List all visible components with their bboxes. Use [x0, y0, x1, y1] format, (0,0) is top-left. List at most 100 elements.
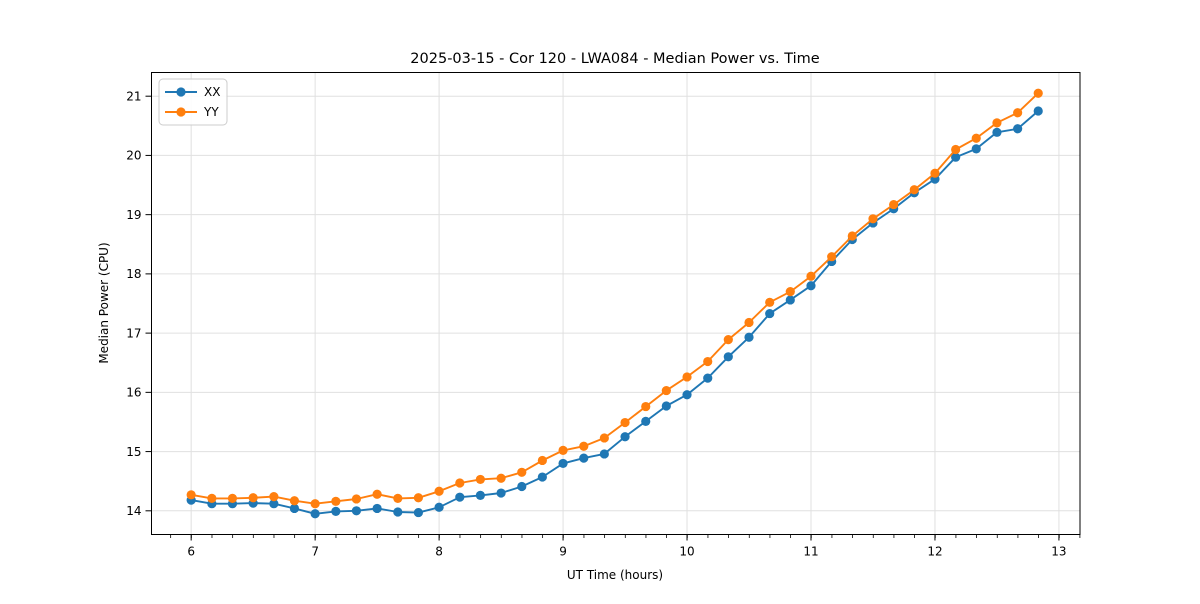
series-xx-point — [331, 506, 341, 516]
y-tick-label: 16 — [126, 386, 141, 400]
series-yy-point — [517, 467, 527, 477]
legend: XX YY — [158, 78, 228, 126]
series-xx-point — [641, 416, 651, 426]
series-yy-point — [413, 493, 423, 503]
series-xx-point — [579, 453, 589, 463]
legend-marker — [176, 107, 186, 117]
x-axis-label: UT Time (hours) — [567, 568, 663, 582]
series-xx-point — [723, 352, 733, 362]
series-yy-point — [393, 493, 403, 503]
series-yy-point — [537, 455, 547, 466]
y-tick-label: 14 — [126, 504, 141, 518]
x-tick-label: 13 — [1051, 545, 1066, 559]
series-yy-point — [868, 214, 878, 224]
series-yy-point — [331, 496, 341, 506]
grid-layer — [151, 72, 1080, 535]
series-xx-point — [537, 472, 547, 482]
series-xx-point — [1013, 124, 1023, 134]
series-yy-point — [558, 445, 568, 455]
series-xx-point — [393, 507, 403, 517]
series-yy-point — [186, 490, 196, 500]
series-yy-point — [599, 433, 609, 443]
series-yy-point — [455, 478, 465, 488]
series-yy-point — [723, 335, 733, 345]
series-xx-point — [517, 481, 527, 492]
series-yy-point — [847, 231, 857, 241]
x-tick-label: 11 — [803, 545, 818, 559]
series-yy-point — [971, 133, 981, 143]
series-yy-point — [661, 385, 671, 396]
series-yy-point — [785, 287, 795, 297]
series-yy-point — [641, 401, 651, 412]
series-xx-point — [310, 509, 320, 519]
y-tick-label: 18 — [126, 267, 141, 281]
series-xx-point — [558, 458, 568, 469]
series-yy-point — [951, 144, 961, 155]
series-yy-point — [909, 185, 919, 195]
series-yy-point — [1013, 108, 1023, 118]
series-yy-point — [351, 494, 362, 504]
series-yy-point — [620, 417, 630, 428]
series-xx-point — [806, 281, 816, 291]
series-yy-point — [827, 252, 837, 262]
series-xx-point — [413, 507, 423, 518]
x-tick-label: 10 — [679, 545, 694, 559]
series-xx-point — [475, 490, 485, 501]
series-xx-point — [765, 308, 775, 319]
series-xx-point — [496, 488, 506, 498]
series-xx-point — [744, 332, 754, 342]
x-tick-label: 12 — [927, 545, 942, 559]
legend-label-yy: YY — [203, 105, 219, 119]
series-yy-point — [806, 271, 816, 281]
series-xx-point — [620, 432, 630, 442]
series-yy-point — [992, 118, 1002, 128]
series-yy-point — [434, 486, 444, 496]
series-yy-point — [765, 297, 775, 307]
series-yy-point — [889, 199, 899, 210]
legend-box — [158, 78, 228, 126]
series-xx-point — [682, 390, 692, 400]
series-yy-point — [207, 493, 217, 503]
series-xx-point — [434, 502, 444, 512]
series-yy-point — [289, 496, 300, 506]
series-yy-point — [703, 356, 713, 367]
series-yy-point — [744, 317, 754, 328]
legend-label-xx: XX — [204, 85, 220, 99]
series-yy-point — [372, 489, 382, 499]
series-xx-point — [372, 503, 382, 514]
y-tick-label: 20 — [126, 149, 141, 163]
series-xx-point — [1033, 106, 1043, 116]
series-xx-point — [661, 401, 671, 411]
plot-border — [151, 72, 1081, 535]
x-tick-label: 7 — [311, 545, 319, 559]
chart-title: 2025-03-15 - Cor 120 - LWA084 - Median P… — [410, 51, 819, 67]
y-tick-label: 17 — [126, 326, 141, 340]
series-yy-point — [1033, 88, 1043, 98]
series-xx-point — [455, 492, 465, 502]
series-yy-point — [475, 474, 485, 485]
series-xx-point — [703, 373, 713, 383]
axis-layer: 6 7 8 9 10 11 12 13 14 15 16 17 18 19 20 21 — [126, 72, 1081, 559]
series-yy-point — [310, 499, 320, 509]
y-tick-label: 21 — [126, 89, 141, 103]
series-xx-point — [785, 295, 795, 305]
series-yy-point — [930, 168, 940, 178]
series-xx-point — [992, 127, 1002, 137]
series-yy-point — [579, 441, 589, 451]
x-tick-label: 9 — [559, 545, 567, 559]
y-tick-label: 19 — [126, 208, 141, 222]
x-tick-label: 6 — [187, 545, 195, 559]
series-xx-point — [289, 503, 300, 514]
series-xx-point — [951, 152, 961, 162]
series-yy-point — [496, 473, 506, 483]
series-xx-point — [971, 144, 981, 154]
series-xx-point — [269, 499, 279, 509]
series-xx-point — [599, 449, 609, 459]
series-yy-point — [269, 491, 279, 502]
series-yy-line — [191, 92, 1039, 505]
y-tick-label: 15 — [126, 445, 141, 459]
series-xx-point — [351, 506, 362, 516]
y-axis-label: Median Power (CPU) — [97, 242, 111, 363]
